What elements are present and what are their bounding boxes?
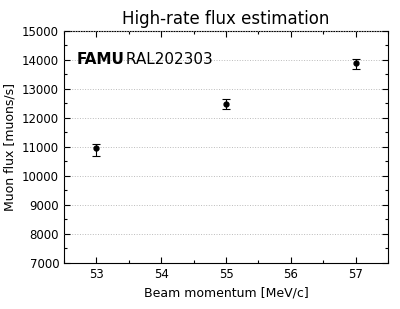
Y-axis label: Muon flux [muons/s]: Muon flux [muons/s]	[4, 83, 16, 211]
Title: High-rate flux estimation: High-rate flux estimation	[122, 10, 330, 28]
Text: FAMU: FAMU	[77, 52, 125, 67]
X-axis label: Beam momentum [MeV/c]: Beam momentum [MeV/c]	[144, 286, 308, 299]
Text: RAL202303: RAL202303	[121, 52, 212, 67]
